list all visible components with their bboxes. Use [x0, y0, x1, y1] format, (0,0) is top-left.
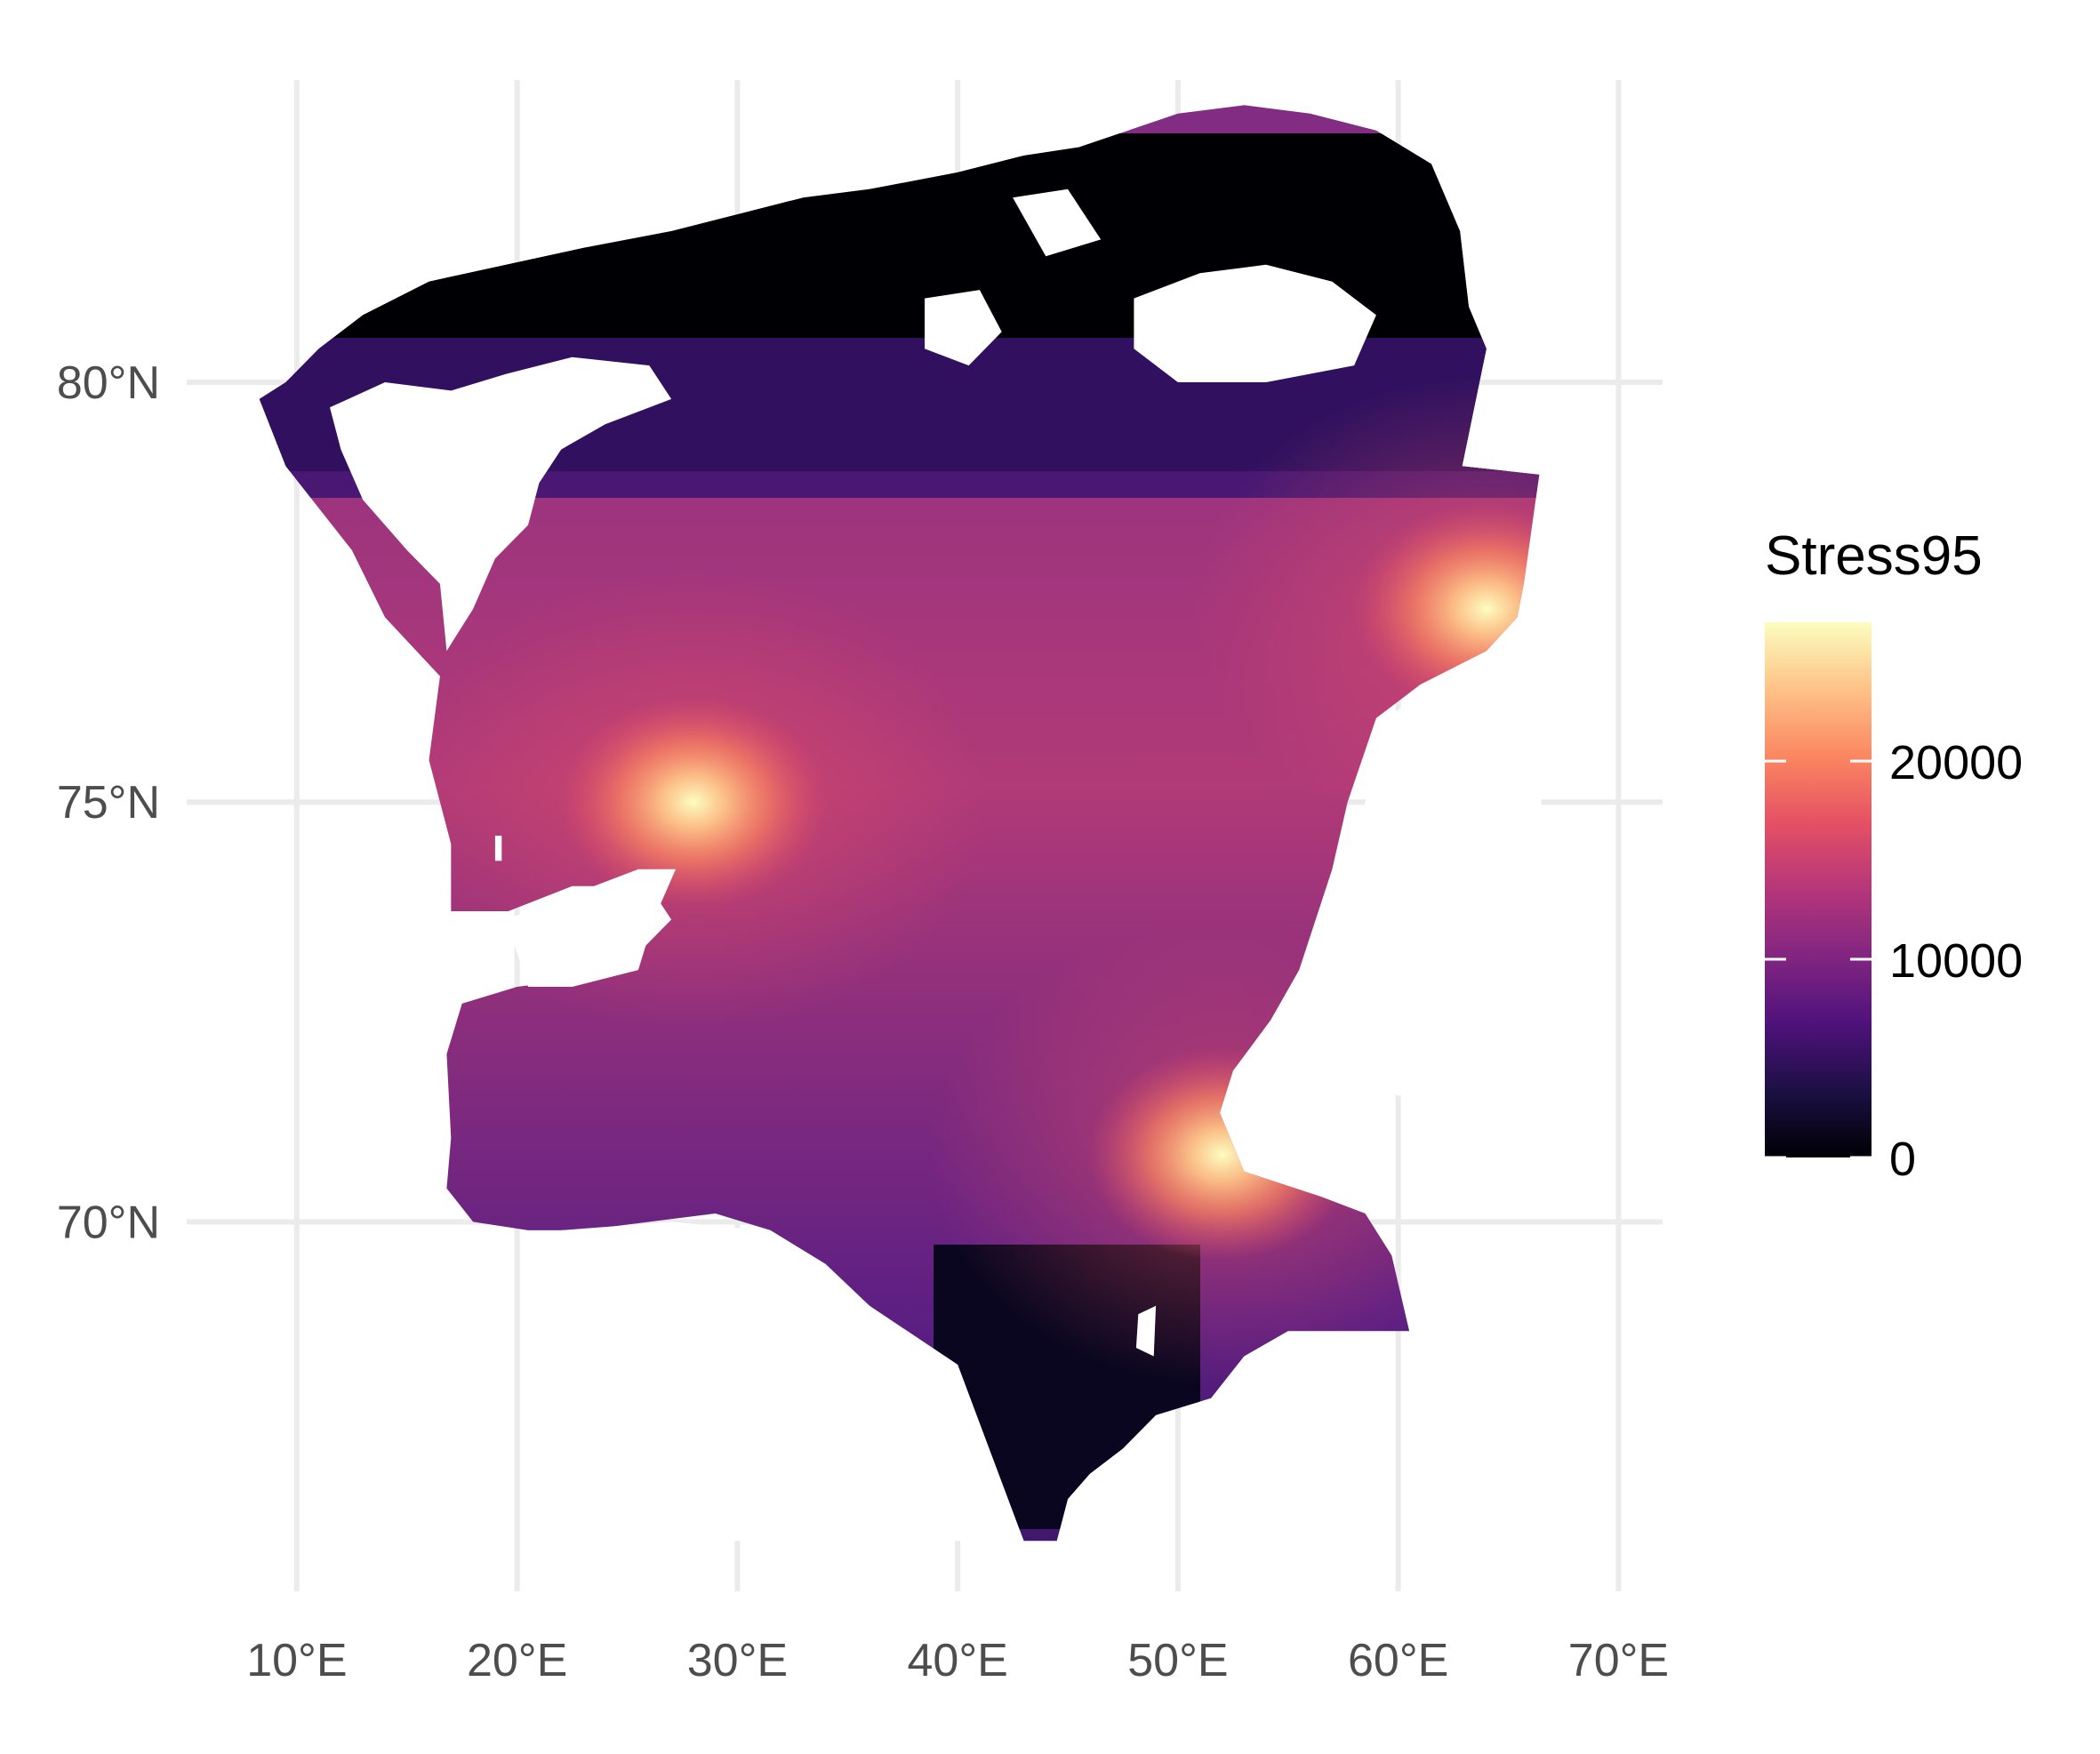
legend: Stress95 0 10000 20000 [1765, 525, 2023, 1186]
hotspot-core-2 [1088, 1047, 1356, 1261]
y-tick-label-75: 75°N [57, 777, 160, 829]
legend-colorbar [1765, 622, 1872, 1157]
kola-peninsula-land [561, 1221, 1024, 1542]
white-sea-island [1135, 1305, 1157, 1357]
norway-land [506, 869, 676, 987]
land-masks [330, 188, 1542, 1542]
legend-tick-label-0: 0 [1889, 1133, 1916, 1186]
y-tick-label-70: 70°N [57, 1197, 160, 1248]
hotspot-core-3 [1352, 502, 1540, 716]
x-tick-label-40: 40°E [908, 1635, 1008, 1686]
bear-island-land [494, 836, 502, 861]
legend-title: Stress95 [1765, 525, 1983, 587]
northern-mid-stress-band [259, 338, 1540, 498]
legend-tick-label-20000: 20000 [1889, 736, 2023, 789]
x-tick-label-10: 10°E [246, 1635, 347, 1686]
novaya-zemlya-gap [1310, 651, 1542, 1096]
legend-tick-label-10000: 10000 [1889, 934, 2023, 988]
x-tick-label-70: 70°E [1568, 1635, 1669, 1686]
hotspot-core-1 [559, 695, 827, 909]
svalbard-land [330, 356, 672, 652]
x-tick-label-60: 60°E [1348, 1635, 1448, 1686]
franz-josef-land-3 [1013, 188, 1102, 257]
y-tick-label-80: 80°N [57, 357, 160, 409]
x-tick-label-30: 30°E [687, 1635, 788, 1686]
x-axis-tick-labels: 10°E 20°E 30°E 40°E 50°E 60°E 70°E [246, 1635, 1669, 1686]
franz-josef-land-1 [925, 290, 1002, 366]
franz-josef-land-2 [1134, 264, 1376, 382]
y-axis-tick-labels: 70°N 75°N 80°N [57, 357, 160, 1248]
x-tick-label-50: 50°E [1127, 1635, 1228, 1686]
x-tick-label-20: 20°E [467, 1635, 567, 1686]
